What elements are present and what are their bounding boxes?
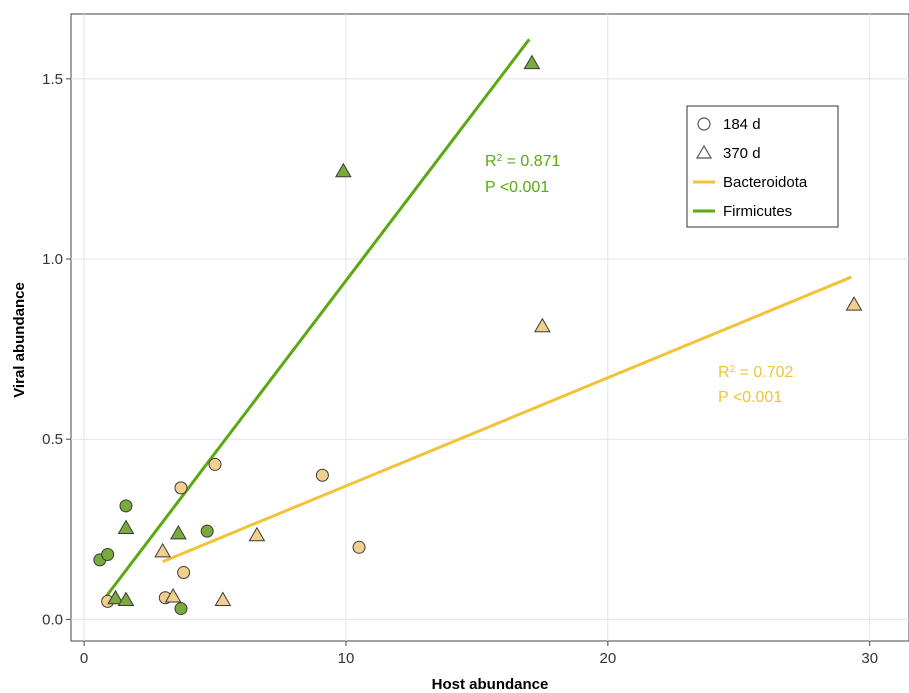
firmicutes-annotation: R2 = 0.871 — [485, 153, 561, 171]
bacteroidota-370d-point — [164, 587, 182, 603]
bacteroidota-184d-point — [208, 457, 222, 471]
legend-label-184d: 184 d — [723, 116, 761, 133]
bacteroidota-184d-point — [174, 481, 188, 495]
firmicutes-370d-point — [334, 162, 352, 178]
bacteroidota-fit-line — [162, 275, 852, 564]
firmicutes-370d-point — [117, 591, 135, 607]
firmicutes-370d-point — [107, 589, 124, 605]
y-tick-label: 1.5 — [42, 71, 63, 88]
bacteroidota-370d-point — [154, 542, 172, 558]
x-tick-label: 0 — [80, 650, 88, 667]
bacteroidota-184d-point — [352, 540, 366, 554]
x-tick-label: 30 — [861, 650, 878, 667]
y-tick-label: 1.0 — [42, 251, 63, 268]
legend: 184 d 370 d Bacteroidota Firmicutes — [686, 105, 839, 228]
bacteroidota-370d-point — [248, 526, 266, 542]
bacteroidota-370d-point — [845, 296, 863, 311]
firmicutes-370d-point — [523, 54, 541, 70]
data-points — [93, 54, 863, 616]
legend-label-firmicutes: Firmicutes — [723, 203, 792, 220]
bacteroidota-p-value: P <0.001 — [718, 389, 782, 406]
legend-circle-marker — [697, 117, 711, 131]
legend-label-bacteroidota: Bacteroidota — [723, 174, 808, 191]
firmicutes-370d-point — [170, 524, 187, 540]
y-tick-label: 0.0 — [42, 611, 63, 628]
bacteroidota-184d-point — [315, 468, 329, 482]
regression-lines — [101, 38, 852, 603]
firmicutes-184d-point — [101, 548, 115, 562]
firmicutes-370d-point — [117, 519, 135, 534]
legend-triangle-marker — [695, 144, 713, 159]
bacteroidota-annotation: R2 = 0.702 — [718, 364, 794, 382]
firmicutes-184d-point — [174, 602, 188, 616]
firmicutes-184d-point — [119, 499, 133, 513]
y-axis-title: Viral abundance — [11, 282, 28, 398]
legend-label-370d: 370 d — [723, 145, 761, 162]
axis-ticks: 0 10 20 30 0.0 0.5 1.0 1.5 — [42, 71, 878, 667]
bacteroidota-370d-point — [214, 591, 232, 607]
bacteroidota-184d-point — [177, 566, 191, 580]
bacteroidota-370d-point — [534, 317, 551, 333]
firmicutes-p-value: P <0.001 — [485, 179, 549, 196]
grid-lines — [71, 14, 909, 641]
legend-box — [686, 105, 839, 228]
firmicutes-184d-point — [200, 524, 214, 538]
firmicutes-fit-line — [101, 38, 531, 603]
y-tick-label: 0.5 — [42, 431, 63, 448]
x-tick-label: 20 — [600, 650, 617, 667]
x-tick-label: 10 — [338, 650, 355, 667]
x-axis-title: Host abundance — [432, 676, 549, 693]
